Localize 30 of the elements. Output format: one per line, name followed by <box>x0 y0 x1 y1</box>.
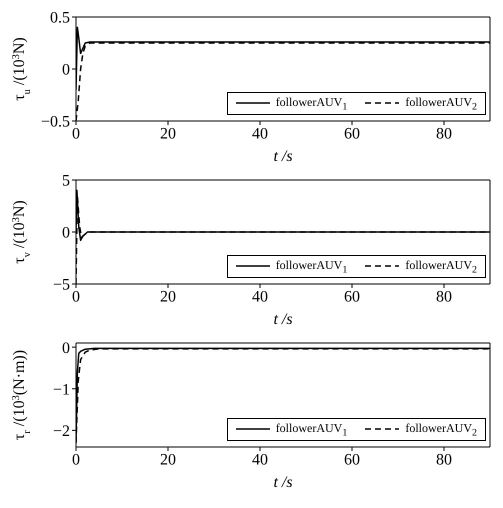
x-tick-label: 80 <box>436 125 452 142</box>
x-tick-label: 20 <box>160 125 176 142</box>
x-tick-label: 40 <box>252 288 268 306</box>
y-tick-label: 0 <box>62 224 70 242</box>
x-tick-label: 60 <box>344 288 360 306</box>
x-tick-label: 20 <box>160 451 176 468</box>
y-tick-label: −5 <box>52 276 70 294</box>
y-tick-label: 0.5 <box>50 10 70 27</box>
x-axis-title: t /s <box>273 311 293 328</box>
x-tick-label: 80 <box>436 288 452 306</box>
legend-label: followerAUV$_{1}$ <box>276 258 348 275</box>
x-tick-label: 40 <box>252 451 268 468</box>
x-tick-label: 20 <box>160 288 176 306</box>
x-tick-label: 40 <box>252 125 268 142</box>
x-axis-title: t /s <box>273 148 293 165</box>
y-tick-label: 0 <box>62 340 70 357</box>
y-tick-label: 5 <box>62 172 70 190</box>
x-axis-title: t /s <box>273 474 293 491</box>
x-tick-label: 60 <box>344 451 360 468</box>
legend-label: followerAUV$_{1}$ <box>276 94 348 112</box>
y-tick-label: 0 <box>62 62 70 79</box>
legend-label: followerAUV$_{1}$ <box>276 420 348 438</box>
x-tick-label: 80 <box>436 451 452 468</box>
y-tick-label: −2 <box>52 423 70 440</box>
legend-label: followerAUV$_{2}$ <box>405 420 477 438</box>
legend-label: followerAUV$_{2}$ <box>405 94 477 112</box>
y-tick-label: −1 <box>52 381 70 398</box>
x-tick-label: 60 <box>344 125 360 142</box>
legend-label: followerAUV$_{2}$ <box>405 258 477 275</box>
y-tick-label: −0.5 <box>40 114 70 131</box>
